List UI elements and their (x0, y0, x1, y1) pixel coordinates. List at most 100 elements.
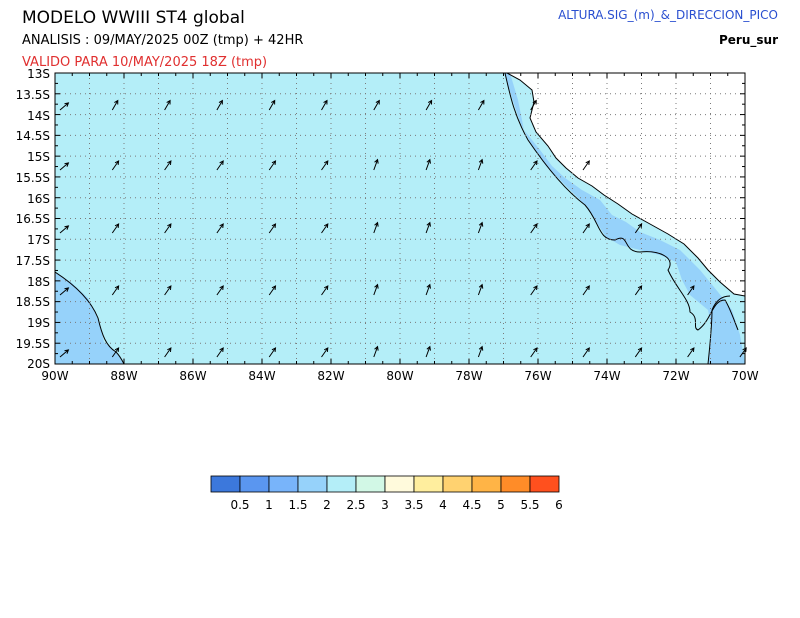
contour-line-southwest (55, 271, 125, 364)
lat-label: 14S (27, 109, 50, 123)
figure-title: MODELO WWIII ST4 global (22, 8, 245, 28)
lat-label: 20S (27, 357, 50, 371)
direction-arrow (373, 221, 379, 234)
direction-arrow (425, 283, 431, 296)
direction-arrow (59, 349, 70, 358)
direction-arrow (164, 347, 172, 358)
direction-arrow (477, 158, 484, 171)
lat-label: 17S (27, 233, 50, 247)
legend-swatch (471, 475, 502, 493)
coastline (506, 73, 745, 297)
lon-label: 72W (662, 369, 689, 383)
direction-arrow (59, 162, 70, 171)
legend-swatch (239, 475, 270, 493)
legend-swatch (326, 475, 357, 493)
direction-arrow (530, 223, 538, 234)
lat-label: 13.5S (16, 88, 50, 102)
lon-label: 84W (248, 369, 275, 383)
land-mass (507, 73, 745, 296)
axis-ticks (54, 72, 746, 365)
direction-arrow (111, 160, 120, 171)
direction-arrow (321, 160, 329, 171)
legend-swatch (268, 475, 299, 493)
direction-arrow (268, 99, 276, 111)
legend-swatch (529, 475, 560, 493)
direction-arrow (425, 221, 431, 234)
lon-label: 74W (593, 369, 620, 383)
direction-arrow (477, 99, 485, 111)
lat-label: 16S (27, 192, 50, 206)
direction-arrow (321, 223, 329, 234)
legend-swatch (355, 475, 386, 493)
direction-arrow (268, 285, 277, 296)
lon-label: 78W (455, 369, 482, 383)
direction-arrow (59, 102, 70, 111)
direction-arrow (216, 347, 224, 358)
direction-arrow (634, 285, 643, 296)
lat-label: 15.5S (16, 171, 50, 185)
lat-label: 19S (27, 316, 50, 330)
direction-arrow (59, 287, 70, 296)
direction-arrow (216, 160, 224, 171)
direction-arrow (530, 99, 537, 111)
legend-swatch (442, 475, 473, 493)
legend-label: 1.5 (288, 498, 307, 512)
direction-arrow (59, 225, 70, 234)
direction-arrow (373, 99, 380, 111)
direction-arrow (530, 347, 538, 358)
direction-arrow (373, 345, 379, 358)
direction-arrow (425, 99, 433, 111)
lat-label: 16.5S (16, 212, 50, 226)
lat-label: 18S (27, 275, 50, 289)
direction-arrow (582, 160, 590, 171)
legend-swatch (210, 475, 241, 493)
legend-label: 3 (381, 498, 389, 512)
direction-arrow (111, 347, 120, 358)
direction-arrow (477, 345, 484, 358)
valid-line: VALIDO PARA 10/MAY/2025 18Z (tmp) (22, 55, 267, 70)
lat-label: 15S (27, 150, 50, 164)
peak-direction-arrows (59, 99, 747, 358)
lat-label: 19.5S (16, 337, 50, 351)
longitude-axis: 90W 88W 86W 84W 82W 80W 78W 76W 74W 72W … (41, 369, 758, 383)
direction-arrow (164, 99, 171, 111)
map-area: 13S 13.5S 14S 14.5S 15S 15.5S 16S 16.5S … (16, 67, 759, 383)
lon-label: 80W (386, 369, 413, 383)
lat-label: 13S (27, 67, 50, 81)
latitude-axis: 13S 13.5S 14S 14.5S 15S 15.5S 16S 16.5S … (16, 67, 50, 371)
lat-label: 14.5S (16, 129, 50, 143)
graticule (55, 73, 745, 364)
lon-label: 90W (41, 369, 68, 383)
contour-line-south (707, 295, 731, 364)
direction-arrow (111, 285, 120, 296)
analysis-line: ANALISIS : 09/MAY/2025 00Z (tmp) + 42HR (22, 33, 303, 48)
lat-label: 17.5S (16, 254, 50, 268)
legend-label: 2.5 (346, 498, 365, 512)
direction-arrow (216, 223, 224, 234)
legend-label: 5.5 (520, 498, 539, 512)
legend-label: 4.5 (462, 498, 481, 512)
direction-arrow (477, 221, 484, 234)
legend-swatch (384, 475, 415, 493)
region-name: Peru_sur (719, 33, 778, 48)
direction-arrow (582, 347, 590, 358)
colorbar-legend: 0.5 1 1.5 2 2.5 3 3.5 4 4.5 5 5.5 6 (210, 475, 563, 512)
direction-arrow (530, 285, 538, 296)
direction-arrow (321, 285, 329, 296)
legend-swatch (500, 475, 531, 493)
direction-arrow (268, 347, 277, 358)
direction-arrow (687, 347, 695, 358)
direction-arrow (216, 99, 223, 111)
legend-label: 0.5 (230, 498, 249, 512)
direction-arrow (425, 158, 431, 171)
lon-label: 88W (110, 369, 137, 383)
variable-name: ALTURA.SIG_(m)_&_DIRECCION_PICO (558, 8, 778, 22)
lon-label: 76W (524, 369, 551, 383)
direction-arrow (164, 223, 172, 234)
direction-arrow (321, 347, 329, 358)
direction-arrow (268, 160, 277, 171)
legend-label: 6 (555, 498, 563, 512)
direction-arrow (582, 223, 590, 234)
legend-swatch (413, 475, 444, 493)
